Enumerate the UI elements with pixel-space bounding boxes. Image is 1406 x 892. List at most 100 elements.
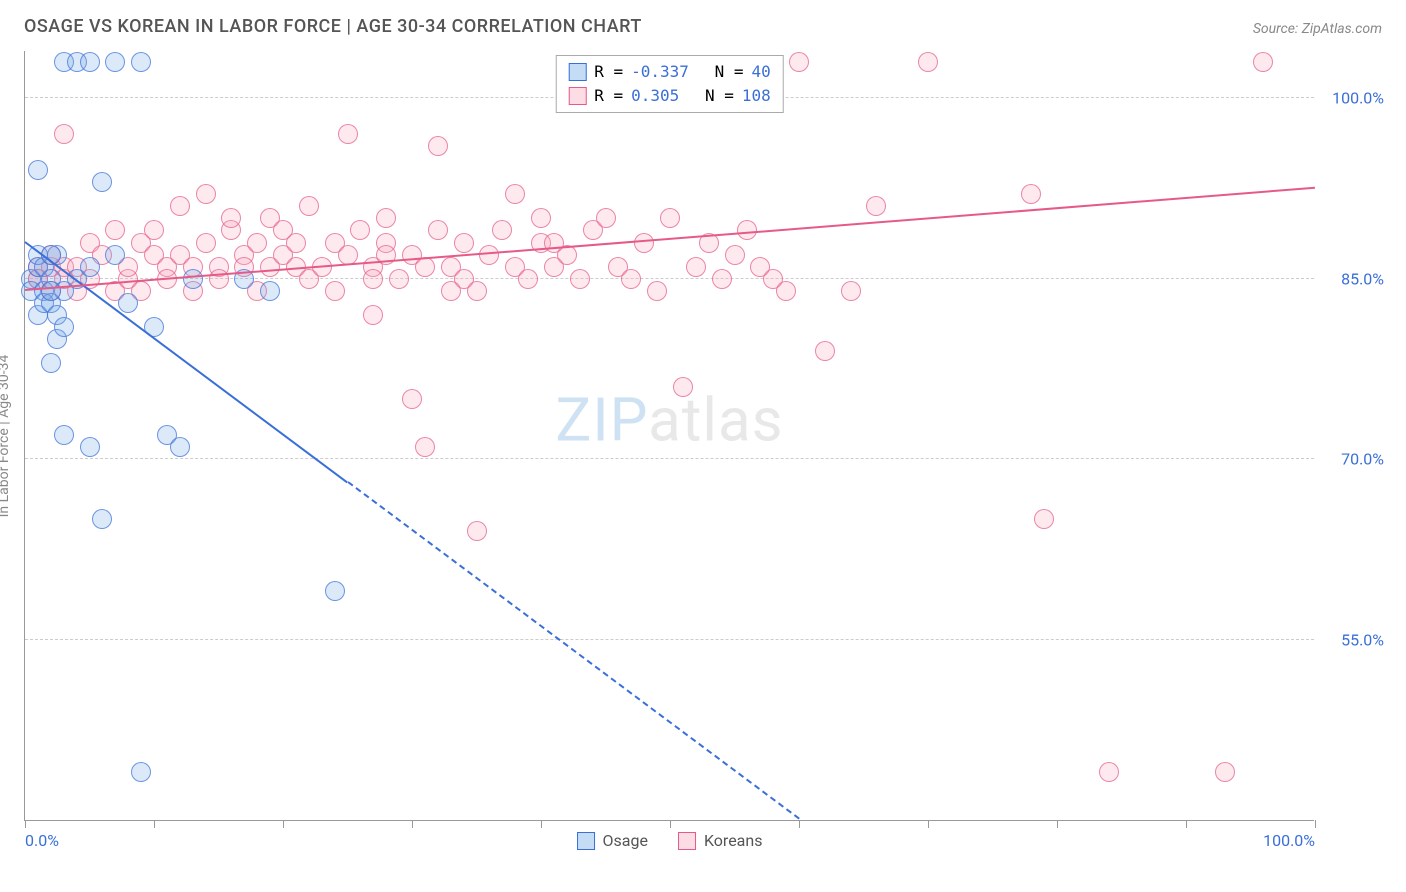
osage-trendline-dashed: [347, 481, 800, 819]
plot-area: ZIPatlas R = -0.337 N = 40 R = 0.305 N =…: [24, 51, 1314, 821]
koreans-marker: [350, 220, 370, 240]
chart-title: OSAGE VS KOREAN IN LABOR FORCE | AGE 30-…: [24, 16, 642, 37]
koreans-marker: [673, 377, 693, 397]
koreans-r-value: 0.305: [631, 84, 679, 108]
koreans-marker: [686, 257, 706, 277]
x-tick: [1186, 820, 1187, 828]
n-label: N =: [715, 60, 744, 84]
source-label: Source: ZipAtlas.com: [1253, 21, 1382, 37]
koreans-marker: [454, 233, 474, 253]
osage-swatch-icon: [568, 63, 586, 81]
koreans-trendline: [25, 186, 1315, 290]
koreans-marker: [815, 341, 835, 361]
koreans-marker: [1021, 184, 1041, 204]
x-tick: [928, 820, 929, 828]
koreans-marker: [170, 196, 190, 216]
koreans-swatch-icon: [678, 832, 696, 850]
y-tick-label: 100.0%: [1324, 89, 1384, 108]
koreans-marker: [789, 52, 809, 72]
koreans-swatch-icon: [568, 87, 586, 105]
series-legend: Osage Koreans: [577, 831, 763, 850]
koreans-marker: [363, 269, 383, 289]
osage-marker: [54, 317, 74, 337]
koreans-marker: [196, 233, 216, 253]
koreans-marker: [1253, 52, 1273, 72]
y-tick-label: 55.0%: [1324, 630, 1384, 649]
koreans-marker: [415, 437, 435, 457]
osage-marker: [105, 245, 125, 265]
koreans-marker: [596, 208, 616, 228]
osage-marker: [92, 509, 112, 529]
legend-row-koreans: R = 0.305 N = 108: [568, 84, 771, 108]
koreans-marker: [647, 281, 667, 301]
koreans-marker: [247, 233, 267, 253]
y-axis-label: In Labor Force | Age 30-34: [0, 355, 12, 518]
chart-container: In Labor Force | Age 30-34 ZIPatlas R = …: [24, 51, 1382, 821]
koreans-marker: [196, 184, 216, 204]
osage-marker: [105, 52, 125, 72]
koreans-marker: [299, 196, 319, 216]
x-tick: [1057, 820, 1058, 828]
x-tick: [283, 820, 284, 828]
r-label: R =: [594, 84, 623, 108]
osage-marker: [41, 281, 61, 301]
x-tick: [799, 820, 800, 828]
koreans-marker: [428, 136, 448, 156]
osage-marker: [80, 52, 100, 72]
koreans-marker: [209, 269, 229, 289]
koreans-marker: [841, 281, 861, 301]
legend-item-osage: Osage: [577, 831, 648, 850]
koreans-marker: [441, 281, 461, 301]
koreans-marker: [518, 269, 538, 289]
koreans-marker: [389, 269, 409, 289]
osage-marker: [260, 281, 280, 301]
koreans-marker: [221, 208, 241, 228]
koreans-label: Koreans: [704, 831, 763, 850]
osage-n-value: 40: [751, 60, 770, 84]
koreans-marker: [363, 305, 383, 325]
x-tick-label: 100.0%: [1263, 831, 1315, 850]
koreans-marker: [505, 184, 525, 204]
watermark-atlas: atlas: [648, 385, 783, 456]
koreans-marker: [1034, 509, 1054, 529]
osage-marker: [80, 257, 100, 277]
koreans-marker: [428, 220, 448, 240]
koreans-n-value: 108: [742, 84, 771, 108]
koreans-marker: [776, 281, 796, 301]
gridline: [25, 458, 1314, 459]
koreans-marker: [286, 233, 306, 253]
koreans-marker: [866, 196, 886, 216]
koreans-marker: [918, 52, 938, 72]
y-tick-label: 85.0%: [1324, 269, 1384, 288]
x-tick: [25, 820, 26, 828]
osage-swatch-icon: [577, 832, 595, 850]
watermark-zip: ZIP: [555, 385, 648, 456]
koreans-marker: [492, 220, 512, 240]
x-tick: [154, 820, 155, 828]
osage-r-value: -0.337: [631, 60, 689, 84]
koreans-marker: [376, 208, 396, 228]
koreans-marker: [402, 389, 422, 409]
koreans-marker: [338, 124, 358, 144]
x-tick: [670, 820, 671, 828]
osage-marker: [118, 293, 138, 313]
koreans-marker: [570, 269, 590, 289]
x-tick: [541, 820, 542, 828]
osage-marker: [131, 52, 151, 72]
koreans-marker: [338, 245, 358, 265]
osage-marker: [28, 160, 48, 180]
osage-marker: [325, 581, 345, 601]
koreans-marker: [660, 208, 680, 228]
legend-row-osage: R = -0.337 N = 40: [568, 60, 771, 84]
koreans-marker: [725, 245, 745, 265]
osage-marker: [92, 172, 112, 192]
r-label: R =: [594, 60, 623, 84]
x-tick: [412, 820, 413, 828]
koreans-marker: [712, 269, 732, 289]
n-label: N =: [705, 84, 734, 108]
osage-marker: [80, 437, 100, 457]
koreans-marker: [325, 281, 345, 301]
koreans-marker: [531, 208, 551, 228]
koreans-marker: [621, 269, 641, 289]
koreans-marker: [105, 220, 125, 240]
